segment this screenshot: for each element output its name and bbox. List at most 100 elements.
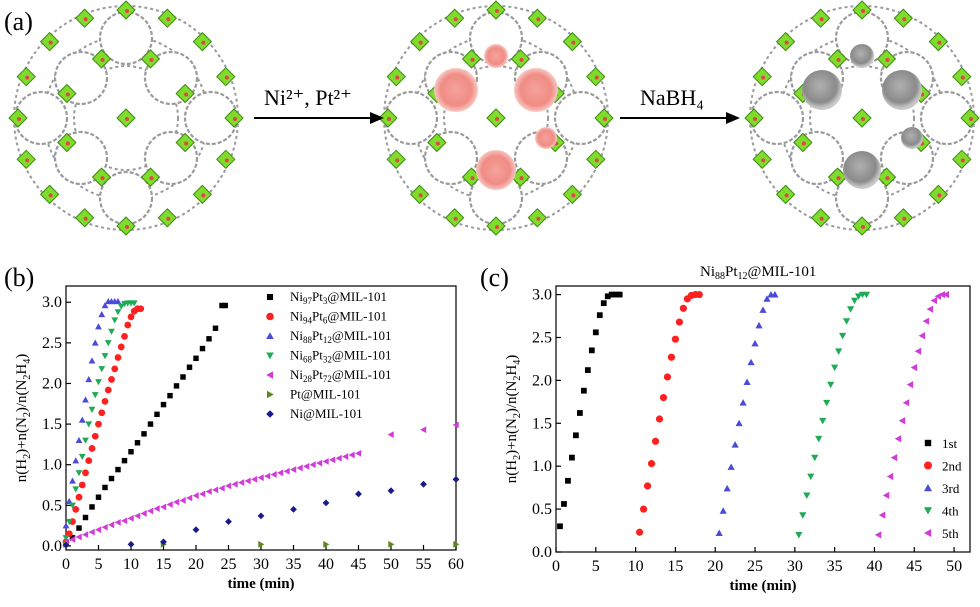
data-point	[795, 531, 803, 539]
data-point	[739, 399, 747, 406]
oxygen	[861, 9, 865, 13]
data-point	[85, 421, 93, 428]
data-point	[731, 441, 739, 448]
oxygen	[536, 216, 541, 221]
oxygen	[224, 75, 229, 80]
data-point	[78, 416, 86, 423]
data-point	[82, 396, 89, 403]
x-tick-label: 15	[667, 558, 683, 575]
legend-label: Pt@MIL-101	[290, 387, 360, 402]
data-point	[580, 387, 587, 394]
data-point	[98, 409, 106, 417]
data-point	[186, 494, 193, 502]
data-point	[62, 535, 70, 542]
oxygen	[960, 75, 965, 80]
oxygen	[519, 176, 524, 181]
y-axis-title: n(H2​)+n(N2​)/n(N2​H4​)	[14, 354, 33, 482]
data-point	[296, 464, 303, 472]
oxygen	[801, 141, 806, 146]
oxygen	[861, 225, 865, 229]
legend-marker	[924, 529, 932, 537]
data-point	[890, 454, 898, 462]
panel-a: (a) Ni²⁺, Pt²⁺ NaBH₄	[4, 0, 980, 236]
y-tick-label: 2.0	[532, 372, 552, 389]
data-point	[565, 477, 571, 484]
data-point	[88, 445, 96, 452]
legend-label: Ni28Pt72@MIL-101	[290, 367, 391, 384]
y-tick-label: 0.5	[532, 501, 552, 518]
data-point	[124, 321, 132, 329]
oxygen	[519, 57, 524, 62]
oxygen	[201, 40, 206, 45]
data-point	[264, 472, 271, 480]
x-tick-label: 20	[188, 556, 204, 573]
data-point	[154, 411, 160, 418]
data-point	[573, 432, 579, 439]
legend-marker	[266, 410, 274, 418]
data-point	[388, 540, 395, 548]
mof-structure-reduced-nanoparticles	[744, 0, 980, 236]
data-point	[747, 358, 755, 366]
data-point	[898, 417, 906, 425]
legend-label: 4th	[942, 504, 959, 519]
oxygen	[418, 193, 423, 198]
data-point	[85, 457, 93, 465]
data-point	[114, 298, 122, 305]
data-point	[218, 484, 225, 492]
oxygen	[149, 57, 154, 62]
y-axis-title: n(H2​)+n(N2​)/n(N2​H4​)	[504, 355, 523, 483]
data-point	[577, 410, 583, 416]
data-point	[111, 365, 119, 373]
data-point	[72, 486, 80, 493]
x-tick-label: 0	[552, 558, 560, 575]
data-point	[651, 437, 660, 445]
oxygen	[83, 17, 88, 22]
data-point	[886, 472, 894, 481]
linker-ring	[809, 65, 915, 171]
data-point	[75, 533, 82, 541]
data-point	[95, 494, 102, 500]
data-point	[906, 381, 914, 389]
x-tick-label: 55	[416, 556, 432, 573]
data-point	[95, 323, 102, 330]
data-point	[95, 526, 102, 534]
particle	[484, 44, 508, 68]
data-point	[134, 440, 141, 446]
x-tick-label: 10	[123, 556, 139, 573]
data-point	[743, 378, 751, 385]
data-point	[91, 432, 99, 440]
series-4	[874, 290, 949, 539]
data-point	[922, 317, 930, 325]
oxygen	[184, 141, 189, 146]
data-point	[117, 343, 125, 351]
data-point	[160, 401, 167, 408]
data-point	[69, 477, 76, 484]
arrow-step-2	[620, 112, 740, 124]
y-tick-label: 0.0	[42, 538, 62, 555]
data-point	[160, 503, 167, 511]
chart-b: (b) 0 5 10 15 20 25 30 35 40 45 50 55 60 0.0 0.5 1.0 1.5…	[4, 263, 464, 592]
data-point	[930, 296, 938, 305]
oxygen	[861, 117, 865, 121]
particle	[535, 127, 557, 149]
y-tick-label: 0.5	[42, 497, 62, 514]
data-point	[75, 436, 83, 444]
legend-label: Ni@MIL-101	[290, 406, 363, 421]
data-point	[639, 505, 648, 513]
data-point	[719, 507, 727, 514]
oxygen	[495, 9, 499, 13]
data-point	[811, 454, 819, 462]
data-point	[222, 302, 228, 309]
data-point	[95, 379, 102, 386]
data-point	[420, 480, 427, 488]
data-point	[128, 448, 134, 455]
chart-c-axes: 0 5 10 15 20 25 30 35 40 45 50 0.0 0.5 1.0 1.5 2.0 2.5 3.…	[504, 285, 971, 594]
data-point	[452, 475, 460, 483]
chart-b-panel-label: (b)	[4, 263, 34, 292]
data-point	[167, 392, 173, 399]
data-point	[140, 510, 147, 517]
data-point	[186, 364, 193, 370]
data-point	[85, 376, 93, 383]
oxygen	[784, 193, 789, 198]
oxygen	[48, 193, 53, 198]
